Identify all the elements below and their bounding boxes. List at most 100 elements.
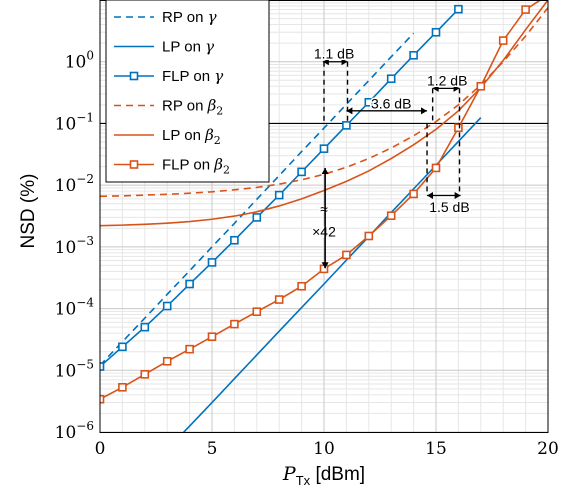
legend-entry-1: RP on γ xyxy=(114,8,217,26)
legend-label-main: LP on xyxy=(162,39,205,56)
annotation-label: 1.5 dB xyxy=(429,199,469,215)
legend-label-symbol: γ xyxy=(208,8,217,26)
legend-label-main: FLP on xyxy=(162,157,214,174)
series-4 xyxy=(100,7,548,198)
series-group xyxy=(100,0,548,432)
legend-label-symbol: β xyxy=(213,156,223,174)
series-6 xyxy=(100,0,542,404)
legend-label-main: RP on xyxy=(162,98,208,115)
legend-marker xyxy=(129,71,139,81)
x-tick-label: 5 xyxy=(207,439,218,459)
arrow-head xyxy=(346,107,353,115)
x-axis-title: PTx [dBm] xyxy=(282,463,365,488)
legend-label-sub: 2 xyxy=(216,105,223,118)
data-point xyxy=(521,5,530,14)
arrow-head xyxy=(421,107,428,115)
data-point xyxy=(185,344,194,354)
y-tick-exp: −6 xyxy=(76,419,94,433)
x-tick-label: 20 xyxy=(537,439,559,459)
annotation-label: 3.6 dB xyxy=(371,96,411,112)
y-tick-label: 10−1 xyxy=(55,110,94,134)
data-point xyxy=(140,322,150,332)
series-line xyxy=(100,7,548,198)
y-tick-exp: 0 xyxy=(86,49,94,63)
legend-label: FLP on γ xyxy=(162,67,223,85)
legend-label-symbol: γ xyxy=(205,38,214,56)
y-tick-exp: −1 xyxy=(76,110,94,124)
legend-entry-5: LP on β2 xyxy=(114,126,221,147)
data-point xyxy=(431,27,441,37)
legend-label-symbol: γ xyxy=(214,67,223,85)
data-point xyxy=(274,190,284,200)
legend-label: RP on β2 xyxy=(162,97,223,118)
y-tick-exp: −3 xyxy=(76,234,94,248)
data-point xyxy=(140,370,150,379)
annotation-label: 1.2 dB xyxy=(427,73,467,89)
data-point xyxy=(498,36,508,45)
data-point xyxy=(342,121,351,130)
legend-label-main: LP on xyxy=(162,127,205,144)
series-2 xyxy=(182,117,482,432)
data-point xyxy=(454,123,463,133)
data-point xyxy=(207,332,217,342)
data-point xyxy=(409,189,418,199)
arrow-head xyxy=(453,84,460,92)
x-tick-label: 0 xyxy=(95,439,106,459)
y-tick-label: 10−3 xyxy=(55,234,94,258)
legend-entry-4: RP on β2 xyxy=(114,97,223,118)
series-1 xyxy=(100,32,415,366)
y-tick-label: 10−5 xyxy=(55,357,94,381)
legend-label-main: FLP on xyxy=(162,68,214,85)
annotation-label: ×42 xyxy=(312,223,336,239)
data-point xyxy=(118,383,127,392)
legend-label-sub: 2 xyxy=(214,134,221,147)
x-tick-label: 15 xyxy=(425,439,447,459)
series-line xyxy=(100,0,548,227)
legend-label: LP on γ xyxy=(162,38,214,56)
legend-label: LP on β2 xyxy=(162,126,221,147)
data-point xyxy=(364,97,374,107)
x-axis-title-sub: Tx xyxy=(296,473,311,488)
series-line xyxy=(182,117,482,432)
data-point xyxy=(230,319,239,329)
x-axis-title-unit: [dBm] xyxy=(310,464,365,485)
data-point xyxy=(100,394,105,404)
legend-label-symbol: β xyxy=(204,126,214,144)
legend-entry-2: LP on γ xyxy=(114,38,214,56)
legend-entry-3: FLP on γ xyxy=(114,67,223,85)
y-tick-base: 10 xyxy=(55,300,77,320)
data-point xyxy=(162,301,172,311)
y-axis-title: NSD (%) xyxy=(18,174,39,249)
annotation-label: 1.1 dB xyxy=(314,45,354,61)
data-point xyxy=(118,342,127,352)
legend-label: FLP on β2 xyxy=(162,156,230,177)
legend-label-sub: 2 xyxy=(223,164,230,177)
y-tick-base: 10 xyxy=(55,238,77,258)
series-line xyxy=(100,32,415,366)
data-point xyxy=(386,74,396,84)
series-5 xyxy=(100,0,548,227)
data-point xyxy=(230,235,239,245)
data-point xyxy=(342,250,351,260)
data-point xyxy=(386,211,396,220)
legend-box xyxy=(105,0,270,183)
legend-label-symbol: β xyxy=(207,97,217,115)
y-tick-label: 10−2 xyxy=(55,172,94,196)
data-point xyxy=(185,279,194,289)
data-point xyxy=(319,264,329,274)
series-3 xyxy=(100,4,463,371)
legend-label: RP on γ xyxy=(162,8,217,26)
data-point xyxy=(252,307,262,316)
arrow-head xyxy=(322,58,329,66)
data-point xyxy=(207,258,217,267)
data-point xyxy=(162,356,172,366)
arrow-head xyxy=(427,191,434,199)
data-point xyxy=(364,231,374,241)
arrow-head xyxy=(432,84,439,92)
data-point xyxy=(297,281,306,291)
annotation-label: ≈ xyxy=(320,201,328,217)
data-point xyxy=(297,167,306,177)
